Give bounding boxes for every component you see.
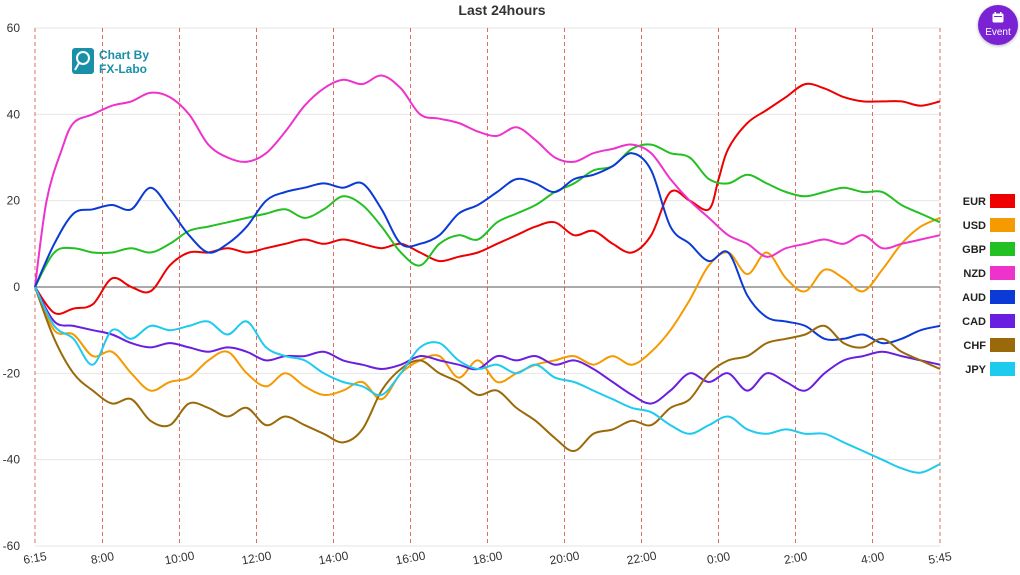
grid [34,27,941,547]
event-button-label: Event [985,27,1011,38]
legend-label-chf: CHF [963,340,986,352]
series-line-eur [34,82,941,315]
x-tick-label: 18:00 [471,548,503,567]
legend-label-eur: EUR [963,196,986,208]
legend-swatch-nzd [990,266,1015,280]
event-button[interactable]: Event [978,5,1018,45]
magnifier-icon [76,51,90,65]
y-tick-label: 0 [13,280,20,294]
series-lines [34,74,941,474]
x-tick-label: 16:00 [394,548,426,567]
legend: EUR USD GBP NZD AUD CAD CHF JPY [962,194,1015,376]
x-tick-label: 5:45 [927,549,953,567]
x-tick-label: 14:00 [317,548,349,567]
legend-label-nzd: NZD [963,268,986,280]
y-tick-label: 40 [7,107,21,121]
series-line-usd [34,216,941,401]
legend-swatch-usd [990,218,1015,232]
legend-swatch-chf [990,338,1015,352]
logo-line2: FX-Labo [99,62,147,76]
legend-label-usd: USD [963,220,986,232]
y-tick-label: 20 [7,194,21,208]
logo-line1: Chart By [99,48,149,62]
x-tick-label: 6:15 [22,549,48,567]
series-line-cad [34,286,941,405]
series-line-aud [34,152,941,345]
legend-swatch-aud [990,290,1015,304]
y-tick-label: 60 [7,21,21,35]
series-line-jpy [34,286,941,474]
logo: Chart By FX-Labo [72,48,149,76]
axes: 60 40 20 0 -20 -40 -606:15 8:00 10:00 12:00 14:00 1… [3,21,953,568]
x-tick-label: 0:00 [706,549,732,567]
x-tick-label: 2:00 [783,549,809,567]
series-line-chf [34,286,941,453]
legend-label-gbp: GBP [962,244,986,256]
legend-label-jpy: JPY [965,364,986,376]
calendar-icon [992,12,1004,23]
chart-title: Last 24hours [458,2,545,18]
y-tick-label: -20 [3,366,21,380]
x-tick-label: 8:00 [90,549,116,567]
legend-label-cad: CAD [962,316,986,328]
y-tick-label: -60 [3,539,21,553]
x-tick-label: 22:00 [626,548,658,567]
legend-label-aud: AUD [962,292,986,304]
series-line-nzd [34,74,941,288]
x-tick-label: 10:00 [163,548,195,567]
legend-swatch-gbp [990,242,1015,256]
x-tick-label: 4:00 [860,549,886,567]
x-tick-label: 12:00 [240,548,272,567]
x-tick-label: 20:00 [549,548,581,567]
legend-swatch-jpy [990,362,1015,376]
legend-swatch-cad [990,314,1015,328]
y-tick-label: -40 [3,453,21,467]
legend-swatch-eur [990,194,1015,208]
